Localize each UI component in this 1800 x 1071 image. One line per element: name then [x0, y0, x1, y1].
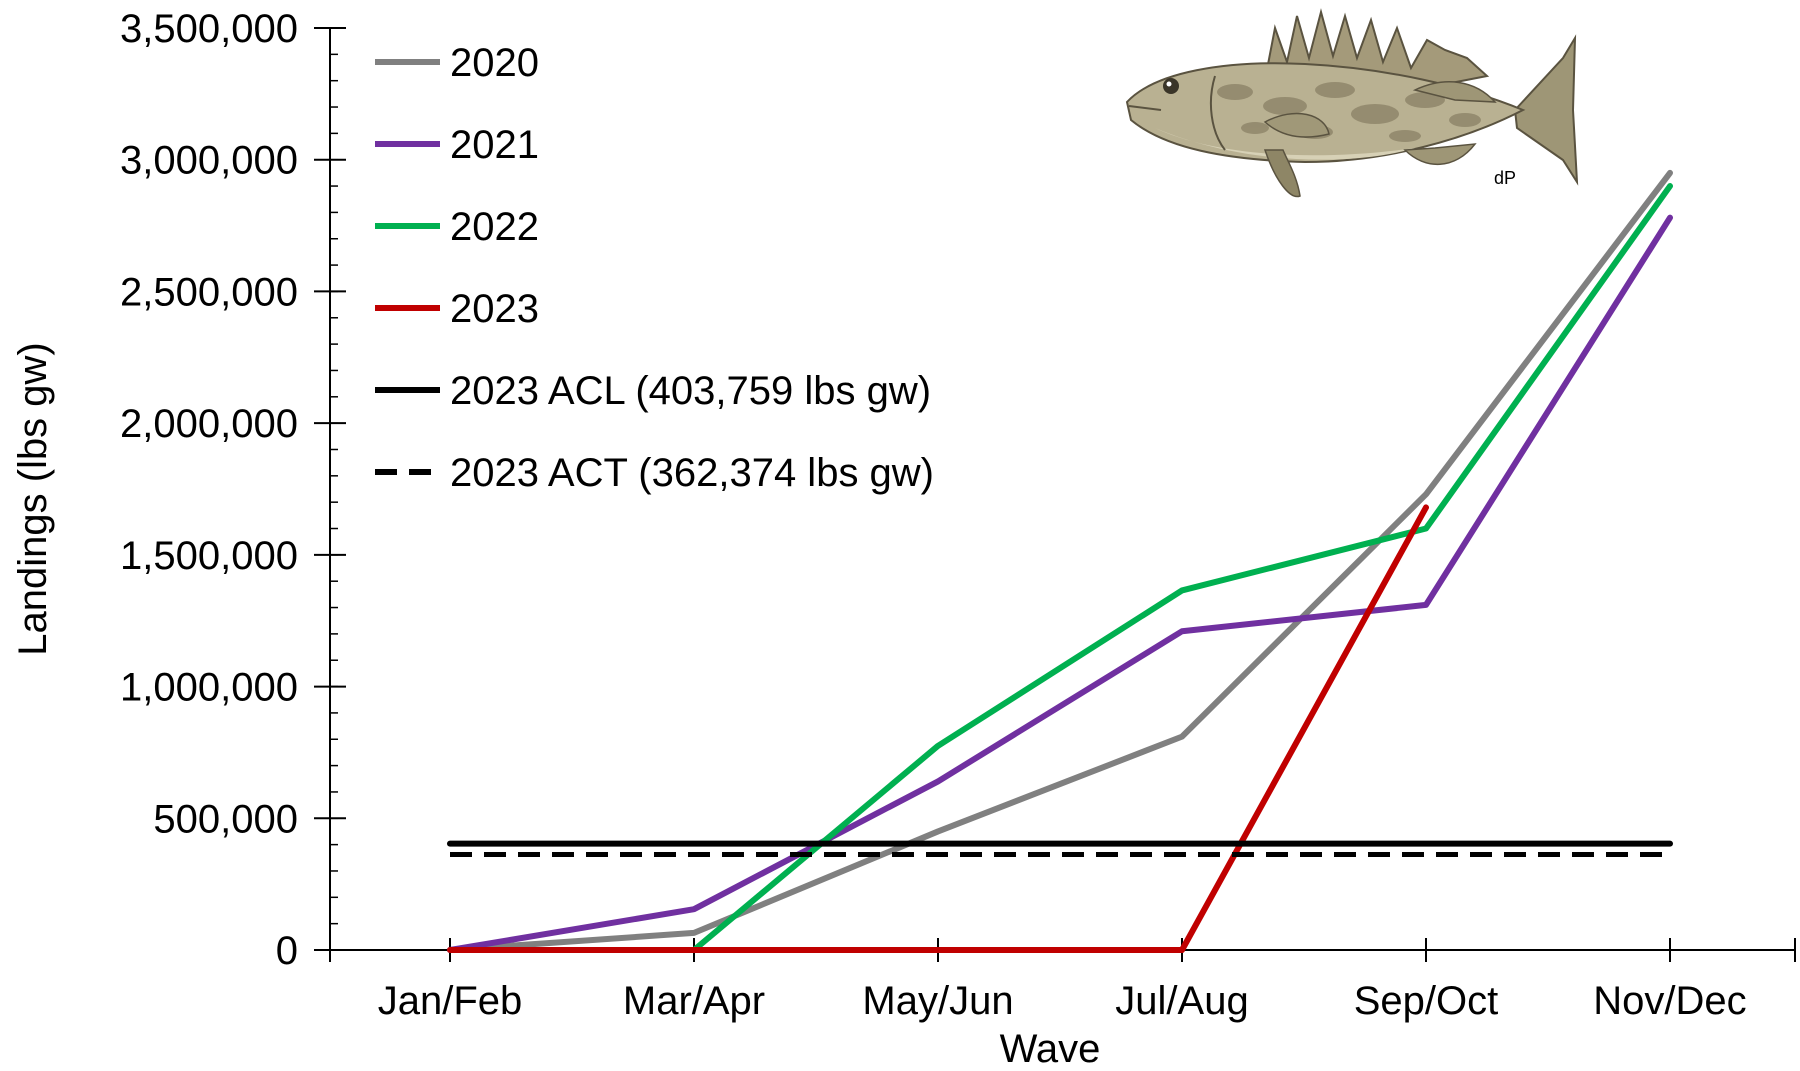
x-tick-label: Jan/Feb	[378, 979, 523, 1023]
x-axis-title: Wave	[1000, 1027, 1101, 1071]
fish-tail	[1513, 34, 1579, 186]
y-tick-label: 3,500,000	[120, 7, 298, 51]
axes: 0 500,000 1,000,000 1,500,000 2,000,000 2,500…	[11, 7, 1796, 1071]
y-tick-label: 500,000	[153, 797, 298, 841]
x-tick-label: Jul/Aug	[1115, 979, 1248, 1023]
y-tick-label: 1,000,000	[120, 666, 298, 710]
x-tick-label: May/Jun	[862, 979, 1013, 1023]
series-line-0	[447, 169, 1673, 953]
legend-label: 2022	[450, 205, 539, 249]
x-tick-label: Mar/Apr	[623, 979, 765, 1023]
fish-eye	[1163, 78, 1179, 94]
y-tick-label: 3,000,000	[120, 139, 298, 183]
y-tick-label: 1,500,000	[120, 534, 298, 578]
x-tick-label: Nov/Dec	[1593, 979, 1746, 1023]
y-axis-title: Landings (lbs gw)	[11, 342, 55, 656]
series-line-3	[447, 504, 1429, 953]
y-tick-label: 0	[276, 929, 298, 973]
legend-label: 2023 ACL (403,759 lbs gw)	[450, 369, 931, 413]
series-line-1	[447, 214, 1673, 953]
gag-grouper-fish-image	[1125, 8, 1579, 198]
legend-label: 2020	[450, 41, 539, 85]
series-line-2	[691, 183, 1673, 953]
legend: 2020 2021 2022 2023 2023 ACL (403,759 lbs gw…	[375, 41, 934, 495]
series-lines	[447, 169, 1673, 953]
illustrator-signature: dP	[1494, 168, 1516, 188]
legend-label: 2023	[450, 287, 539, 331]
legend-label: 2023 ACT (362,374 lbs gw)	[450, 451, 934, 495]
x-tick-label: Sep/Oct	[1354, 979, 1499, 1023]
legend-label: 2021	[450, 123, 539, 167]
y-tick-label: 2,500,000	[120, 270, 298, 314]
y-tick-label: 2,000,000	[120, 402, 298, 446]
